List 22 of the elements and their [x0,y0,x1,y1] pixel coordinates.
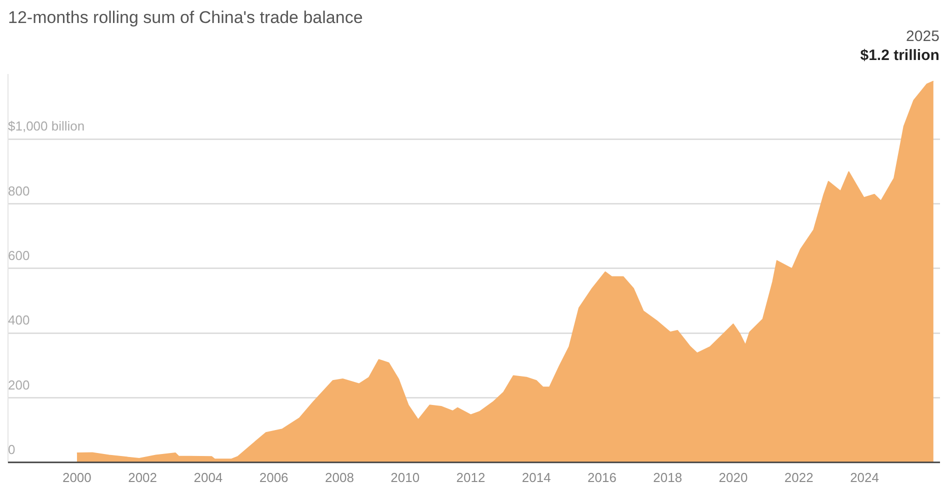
annotation: 2025 [906,28,940,46]
y-tick-label: 600 [8,248,30,263]
x-tick-label: 2000 [62,470,92,485]
x-tick-label: 2020 [718,470,748,485]
y-tick-label: 800 [8,183,30,198]
x-tick-label: 2004 [194,470,223,485]
x-tick-label: 2006 [259,470,288,485]
y-tick-label: 0 [8,442,16,457]
y-tick-label: 200 [8,377,30,392]
chart-subtitle: 12-months rolling sum of China's trade balance [8,8,363,27]
x-tick-label: 2022 [784,470,814,485]
x-tick-label: 2016 [588,470,616,485]
y-tick-label: $1,000 billion [8,118,85,134]
x-tick-label: 2024 [850,470,879,485]
x-tick-label: 2002 [128,470,158,485]
x-tick-label: 2008 [324,470,354,485]
x-tick-label: 2012 [456,470,486,485]
annotation: $1.2 trillion [860,47,940,64]
x-tick-label: 2010 [390,470,420,485]
x-tick-label: 2018 [653,470,682,485]
x-tick-label: 2014 [522,470,551,485]
y-tick-label: 400 [8,312,30,328]
